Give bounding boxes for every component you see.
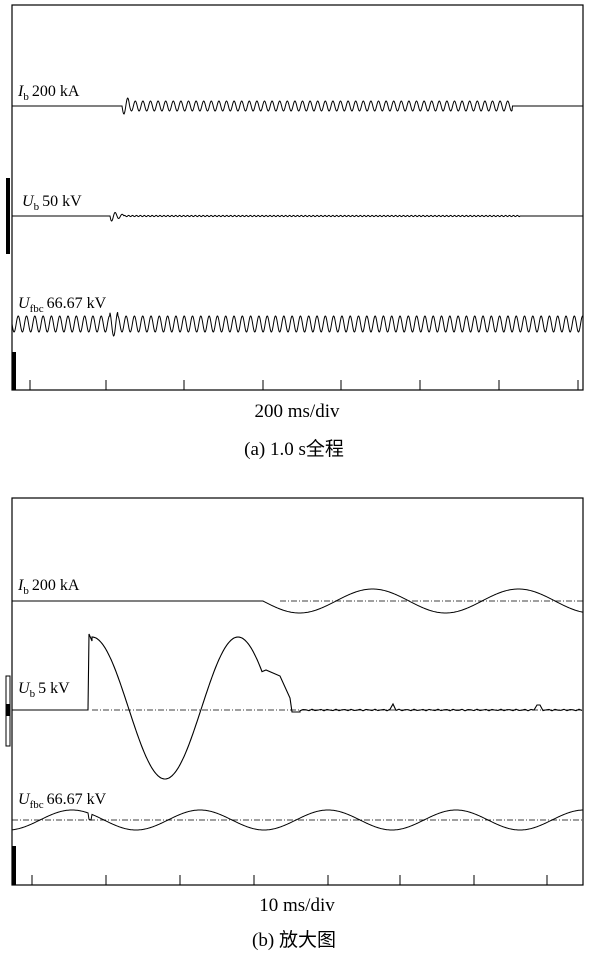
panel-b-ib-label: Ib 200 kA <box>17 577 80 597</box>
panel-a-ufbc-label: Ufbc 66.67 kV <box>18 295 107 315</box>
panel-b-ub-label: Ub 5 kV <box>18 680 70 700</box>
panel-b-caption: (b) 放大图 <box>252 929 336 951</box>
panel-b-ub-marker <box>6 704 10 716</box>
panel-a-ub-label: Ub 50 kV <box>22 193 82 213</box>
panel-b-ub-trace <box>12 633 583 780</box>
panel-a-ib-trace <box>12 97 583 115</box>
panel-b-time-ticks <box>31 875 548 885</box>
panel-b-frame <box>11 497 584 886</box>
panel-a-ub-trace <box>12 211 583 222</box>
panel-a-ufbc-marker <box>12 352 16 390</box>
panel-b-timebase: 10 ms/div <box>259 895 335 916</box>
panel-b-ufbc-label: Ufbc 66.67 kV <box>18 791 107 811</box>
panel-a: Ib 200 kA Ub 50 kV Ufbc 66.67 kV 200 ms/div… <box>6 4 584 460</box>
panel-a-frame <box>11 4 584 391</box>
panel-a-time-ticks <box>29 380 579 390</box>
panel-b-ufbc-trace <box>11 809 584 831</box>
panel-b: Ib 200 kA Ub 5 kV Ufbc 66.67 kV 10 ms/div (… <box>5 497 584 951</box>
panel-a-ufbc-trace <box>11 312 583 337</box>
panel-a-ub-marker <box>6 178 10 254</box>
panel-a-caption: (a) 1.0 s全程 <box>244 438 344 460</box>
panel-b-ib-trace <box>12 588 584 614</box>
panel-a-ib-label: Ib 200 kA <box>17 83 80 103</box>
panel-a-timebase: 200 ms/div <box>255 401 340 422</box>
panel-b-ufbc-marker <box>12 846 16 885</box>
